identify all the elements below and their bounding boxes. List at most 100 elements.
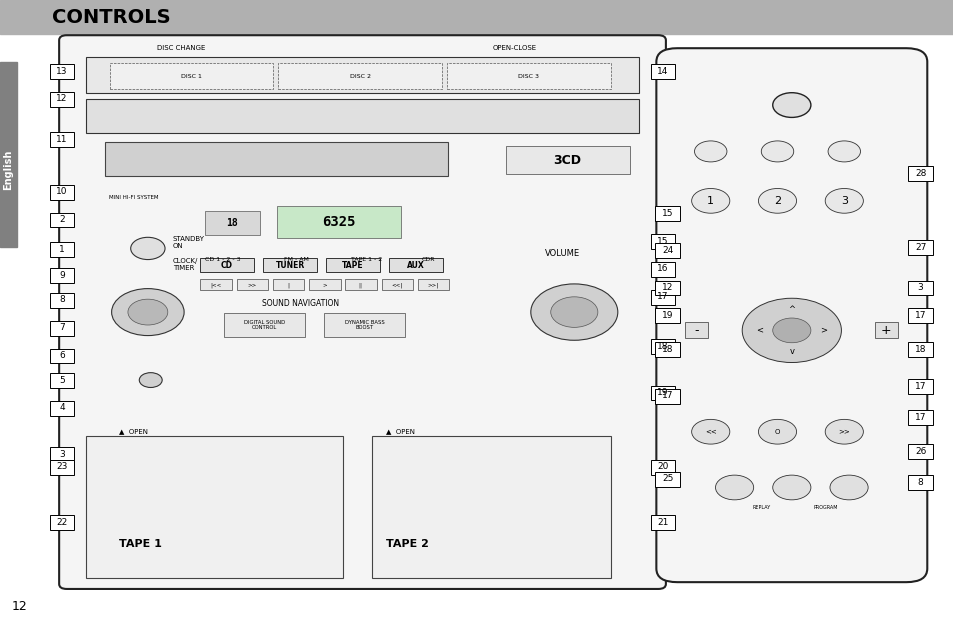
Text: DISC 2: DISC 2: [349, 74, 371, 78]
FancyBboxPatch shape: [50, 242, 74, 257]
Text: 26: 26: [914, 447, 925, 455]
Bar: [309, 279, 340, 290]
Bar: [326, 258, 379, 272]
Text: REPLAY: REPLAY: [752, 505, 770, 510]
Circle shape: [824, 188, 862, 213]
Text: CD 1 - 2 - 3: CD 1 - 2 - 3: [205, 257, 240, 262]
Bar: [105, 142, 448, 176]
FancyBboxPatch shape: [50, 268, 74, 283]
FancyBboxPatch shape: [907, 240, 932, 255]
Circle shape: [691, 420, 729, 444]
Text: 17: 17: [657, 292, 668, 301]
Text: DISC 3: DISC 3: [517, 74, 538, 78]
Bar: [263, 258, 316, 272]
Text: 3: 3: [917, 283, 923, 292]
Text: 27: 27: [914, 243, 925, 252]
Text: TAPE 2: TAPE 2: [386, 539, 429, 549]
Text: 18: 18: [914, 345, 925, 353]
FancyBboxPatch shape: [656, 48, 926, 582]
Bar: [684, 323, 707, 339]
Text: >>: >>: [838, 429, 849, 434]
FancyBboxPatch shape: [50, 349, 74, 363]
FancyBboxPatch shape: [50, 92, 74, 107]
Text: v: v: [788, 347, 794, 356]
Bar: [236, 279, 268, 290]
Bar: [372, 436, 610, 578]
Text: 6325: 6325: [321, 215, 355, 229]
Text: 19: 19: [661, 311, 673, 320]
FancyBboxPatch shape: [650, 290, 675, 305]
Text: 11: 11: [56, 135, 68, 143]
FancyBboxPatch shape: [50, 401, 74, 416]
FancyBboxPatch shape: [50, 213, 74, 227]
Text: 1: 1: [59, 245, 65, 253]
FancyBboxPatch shape: [650, 262, 675, 277]
Text: English: English: [4, 150, 13, 190]
Circle shape: [758, 420, 796, 444]
FancyBboxPatch shape: [650, 234, 675, 249]
Text: 4: 4: [59, 404, 65, 412]
Bar: [273, 279, 304, 290]
Text: 28: 28: [914, 169, 925, 177]
Text: 12: 12: [661, 283, 673, 292]
FancyBboxPatch shape: [907, 410, 932, 425]
Text: <<|: <<|: [391, 282, 402, 287]
Text: CDR: CDR: [421, 257, 435, 262]
Circle shape: [829, 475, 867, 500]
Bar: [505, 146, 629, 174]
FancyBboxPatch shape: [655, 472, 679, 487]
Bar: [86, 436, 343, 578]
FancyBboxPatch shape: [59, 35, 665, 589]
Text: 3: 3: [59, 450, 65, 459]
Text: 1: 1: [706, 196, 714, 206]
Bar: [276, 206, 400, 238]
Text: -: -: [694, 324, 698, 337]
FancyBboxPatch shape: [50, 132, 74, 147]
Bar: [205, 211, 260, 235]
Text: ▲  OPEN: ▲ OPEN: [386, 428, 415, 434]
Text: 18: 18: [657, 342, 668, 350]
Text: CONTROLS: CONTROLS: [52, 8, 171, 27]
Bar: [86, 99, 639, 133]
Circle shape: [550, 297, 598, 328]
Text: 6: 6: [59, 351, 65, 360]
FancyBboxPatch shape: [50, 373, 74, 388]
Text: SOUND NAVIGATION: SOUND NAVIGATION: [262, 298, 338, 308]
Bar: [224, 313, 305, 337]
Text: 12: 12: [11, 600, 28, 614]
Text: 18: 18: [226, 218, 237, 228]
Text: 15: 15: [661, 209, 673, 218]
Text: 17: 17: [914, 311, 925, 320]
FancyBboxPatch shape: [50, 185, 74, 200]
Circle shape: [824, 420, 862, 444]
Text: 22: 22: [56, 518, 68, 527]
Circle shape: [772, 93, 810, 117]
FancyBboxPatch shape: [650, 460, 675, 475]
Text: 17: 17: [661, 391, 673, 400]
Text: AUX: AUX: [407, 261, 424, 269]
Bar: [200, 279, 232, 290]
Text: |<<: |<<: [210, 282, 221, 287]
Text: >: >: [322, 282, 326, 287]
Text: DIGITAL SOUND
CONTROL: DIGITAL SOUND CONTROL: [244, 320, 285, 331]
Text: DISC 1: DISC 1: [181, 74, 202, 78]
Text: STANDBY
ON: STANDBY ON: [172, 235, 205, 249]
Text: 2: 2: [773, 196, 781, 206]
Text: >: >: [820, 326, 826, 335]
Text: 15: 15: [657, 237, 668, 245]
Text: 9: 9: [59, 271, 65, 279]
Text: VOLUME: VOLUME: [545, 249, 579, 258]
Text: ^: ^: [787, 305, 795, 314]
Text: O: O: [774, 429, 780, 434]
Bar: [324, 313, 405, 337]
FancyBboxPatch shape: [50, 515, 74, 530]
Bar: [200, 258, 253, 272]
FancyBboxPatch shape: [655, 308, 679, 323]
Text: TAPE 1 - 2: TAPE 1 - 2: [351, 257, 382, 262]
Text: 17: 17: [914, 413, 925, 421]
Text: TUNER: TUNER: [275, 261, 304, 269]
Bar: [345, 279, 376, 290]
Text: 17: 17: [914, 382, 925, 391]
Circle shape: [760, 141, 793, 162]
FancyBboxPatch shape: [907, 166, 932, 181]
